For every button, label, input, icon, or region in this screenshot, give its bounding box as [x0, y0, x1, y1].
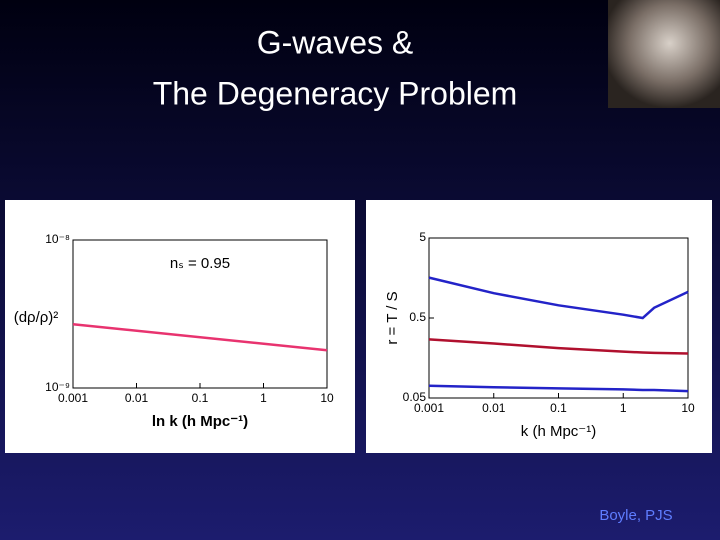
- y-tick-label: 0.5: [409, 310, 426, 324]
- x-tick-label: 0.1: [192, 391, 209, 405]
- credit: Boyle, PJS: [599, 507, 672, 524]
- x-tick-label: 0.001: [58, 391, 88, 405]
- x-tick-label: 1: [620, 401, 627, 415]
- x-tick-label: 0.001: [414, 401, 444, 415]
- x-tick-label: 0.01: [482, 401, 506, 415]
- x-tick-label: 10: [681, 401, 695, 415]
- data-line: [428, 384, 689, 393]
- x-tick-label: 1: [260, 391, 267, 405]
- y-tick-label: 10⁻⁹: [45, 380, 70, 394]
- slide-title: The Degeneracy Problem: [153, 75, 518, 111]
- x-axis-label: ln k (h Mpc⁻¹): [152, 413, 248, 430]
- data-line: [72, 322, 328, 352]
- y-tick-label: 10⁻⁸: [45, 232, 70, 246]
- chart-panel: [5, 200, 355, 453]
- x-tick-label: 10: [320, 391, 334, 405]
- y-axis-label: r = T / S: [384, 291, 401, 344]
- x-tick-label: 0.1: [550, 401, 567, 415]
- y-tick-label: 5: [419, 230, 426, 244]
- portrait-photo: [608, 0, 720, 108]
- x-tick-label: 0.01: [125, 391, 149, 405]
- annotation: nₛ = 0.95: [170, 255, 230, 272]
- chart-panel: [366, 200, 712, 453]
- x-axis-label: k (h Mpc⁻¹): [521, 423, 596, 440]
- data-line: [428, 338, 689, 355]
- slide-title: G-waves &: [257, 24, 413, 60]
- data-line: [428, 276, 689, 320]
- y-axis-label: (dρ/ρ)²: [14, 309, 59, 326]
- y-tick-label: 0.05: [403, 390, 427, 404]
